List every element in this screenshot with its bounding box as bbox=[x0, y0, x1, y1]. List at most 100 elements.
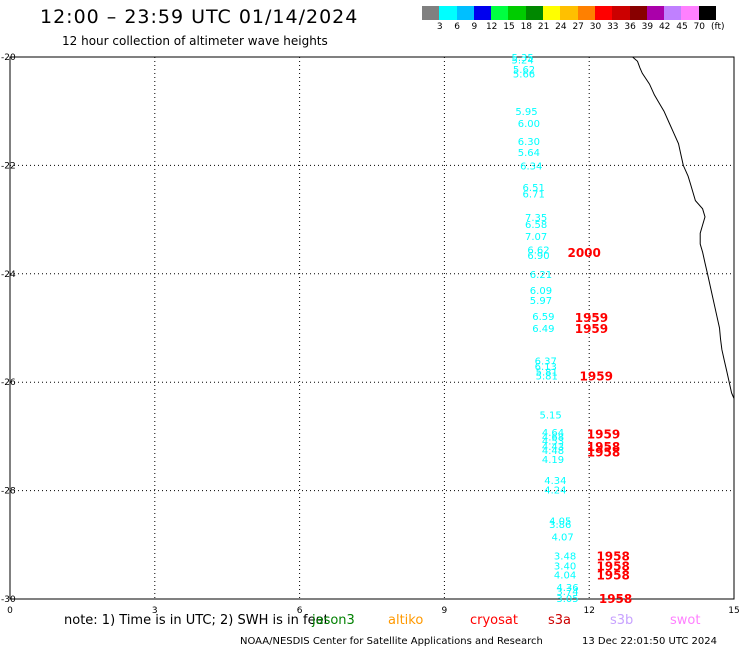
pass-time-label: 2000 bbox=[567, 246, 600, 260]
legend-label: 3 bbox=[436, 22, 443, 32]
x-tick-label: 0 bbox=[7, 606, 13, 616]
swh-value-label: 5.97 bbox=[530, 296, 552, 307]
x-tick-label: 9 bbox=[442, 606, 448, 616]
legend-label: 18 bbox=[520, 22, 533, 32]
swh-value-label: 5.66 bbox=[513, 69, 535, 80]
legend-swatch bbox=[698, 6, 717, 20]
legend-swatch bbox=[577, 6, 595, 20]
legend-swatch bbox=[594, 6, 613, 20]
legend-swatch bbox=[508, 6, 526, 20]
swh-value-label: 4.64 bbox=[542, 428, 564, 439]
swh-value-label: 6.37 bbox=[535, 357, 557, 368]
y-tick-label: -22 bbox=[1, 161, 16, 171]
x-tick-label: 3 bbox=[152, 606, 158, 616]
satellite-label-altiko: altiko bbox=[388, 613, 424, 628]
swh-value-label: 6.90 bbox=[527, 251, 549, 262]
swh-value-label: 5.64 bbox=[518, 148, 540, 159]
swh-value-label: 6.13 bbox=[535, 362, 557, 373]
swh-value-label: 3.48 bbox=[554, 552, 576, 563]
swh-value-label: 4.04 bbox=[554, 571, 576, 582]
swh-value-label: 6.34 bbox=[520, 161, 542, 172]
legend-swatch bbox=[681, 6, 699, 20]
legend-label: 6 bbox=[454, 22, 460, 32]
swh-value-label: 5.24 bbox=[511, 56, 533, 67]
footer-note: note: 1) Time is in UTC; 2) SWH is in fe… bbox=[64, 613, 329, 628]
legend-label: 21 bbox=[537, 22, 550, 32]
x-tick-label: 12 bbox=[583, 606, 594, 616]
satellite-label-swot: swot bbox=[670, 613, 701, 628]
swh-value-label: 6.00 bbox=[518, 119, 540, 130]
pass-time-label: 1958 bbox=[596, 559, 629, 573]
legend-swatch bbox=[525, 6, 544, 20]
pass-time-label: 1958 bbox=[596, 550, 629, 564]
satellite-label-s3b: s3b bbox=[610, 613, 634, 628]
legend-label: 24 bbox=[555, 22, 567, 32]
plot-frame bbox=[9, 56, 735, 600]
swh-value-label: 6.49 bbox=[532, 324, 554, 335]
swh-value-label: 7.35 bbox=[525, 213, 547, 224]
legend-swatch bbox=[439, 6, 457, 20]
y-tick-label: -26 bbox=[1, 378, 16, 388]
satellite-label-cryosat: cryosat bbox=[470, 613, 518, 628]
swh-value-label: 6.71 bbox=[523, 190, 545, 201]
legend-labels: (ft) 3 6 9 12 15 18 21 24 27 30 33 36 39 42 45 70 bbox=[422, 20, 740, 34]
pass-time-label: 1958 bbox=[599, 592, 632, 606]
x-tick-label: 15 bbox=[728, 606, 739, 616]
satellite-label-jason3: jason3 bbox=[312, 613, 355, 628]
swh-value-label: 5.62 bbox=[513, 65, 535, 76]
pass-time-label: 1958 bbox=[596, 569, 629, 583]
x-tick-label: 6 bbox=[297, 606, 303, 616]
chart-subtitle: 12 hour collection of altimeter wave hei… bbox=[62, 34, 328, 48]
legend-label: 27 bbox=[572, 22, 584, 32]
legend-label: 9 bbox=[471, 22, 478, 32]
swh-value-label: 3.74 bbox=[556, 587, 578, 598]
legend-label: 70 bbox=[693, 22, 706, 32]
legend-label: 33 bbox=[607, 22, 619, 32]
swh-value-label: 4.24 bbox=[544, 486, 566, 497]
swh-value-label: 5.81 bbox=[536, 367, 558, 378]
swh-value-label: 3.40 bbox=[554, 561, 576, 572]
legend-swatch bbox=[612, 6, 630, 20]
legend-swatch bbox=[491, 6, 509, 20]
swh-value-label: 3.86 bbox=[549, 520, 571, 531]
coastline bbox=[632, 56, 735, 399]
swh-value-label: 6.59 bbox=[532, 312, 554, 323]
y-tick-label: -30 bbox=[1, 595, 16, 605]
color-legend: (ft) 3 6 9 12 15 18 21 24 27 30 33 36 39 42 45 70 bbox=[422, 6, 740, 34]
swh-value-label: 4.34 bbox=[544, 476, 566, 487]
swh-value-label: 5.35 bbox=[511, 53, 533, 64]
legend-label: 45 bbox=[676, 22, 688, 32]
pass-time-label: 1959 bbox=[587, 428, 620, 442]
legend-swatch bbox=[456, 6, 474, 20]
legend-unit: (ft) bbox=[711, 22, 725, 32]
swh-value-label: 6.21 bbox=[530, 270, 552, 281]
pass-time-label: 1959 bbox=[580, 370, 613, 384]
legend-swatch bbox=[646, 6, 665, 20]
swh-value-label: 6.62 bbox=[527, 245, 549, 256]
swh-value-label: 4.48 bbox=[542, 446, 564, 457]
swh-value-label: 6.58 bbox=[525, 220, 547, 231]
footer-credit: NOAA/NESDIS Center for Satellite Applica… bbox=[240, 636, 543, 647]
swh-value-label: 4.68 bbox=[542, 432, 564, 443]
legend-swatch bbox=[664, 6, 682, 20]
swh-value-label: 4.43 bbox=[542, 442, 564, 453]
swh-value-label: 6.51 bbox=[523, 183, 545, 194]
legend-label: 39 bbox=[641, 22, 654, 32]
pass-time-label: 1958 bbox=[587, 446, 620, 460]
pass-time-label: 1958 bbox=[587, 440, 620, 454]
legend-label: 12 bbox=[485, 22, 498, 32]
legend-swatch bbox=[560, 6, 578, 20]
swh-value-label: 4.19 bbox=[542, 455, 564, 466]
legend-label: 15 bbox=[503, 22, 515, 32]
swh-value-label: 5.81 bbox=[536, 372, 558, 383]
swh-value-label: 4.07 bbox=[552, 533, 574, 544]
swh-value-label: 5.15 bbox=[539, 411, 561, 422]
chart-title: 12:00 – 23:59 UTC 01/14/2024 bbox=[40, 6, 359, 28]
legend-swatch bbox=[629, 6, 647, 20]
pass-time-label: 1959 bbox=[575, 322, 608, 336]
footer-timestamp: 13 Dec 22:01:50 UTC 2024 bbox=[582, 636, 717, 647]
swh-value-label: 4.53 bbox=[542, 437, 564, 448]
swh-value-label: 6.09 bbox=[530, 286, 552, 297]
swh-value-label: 4.36 bbox=[556, 583, 578, 594]
